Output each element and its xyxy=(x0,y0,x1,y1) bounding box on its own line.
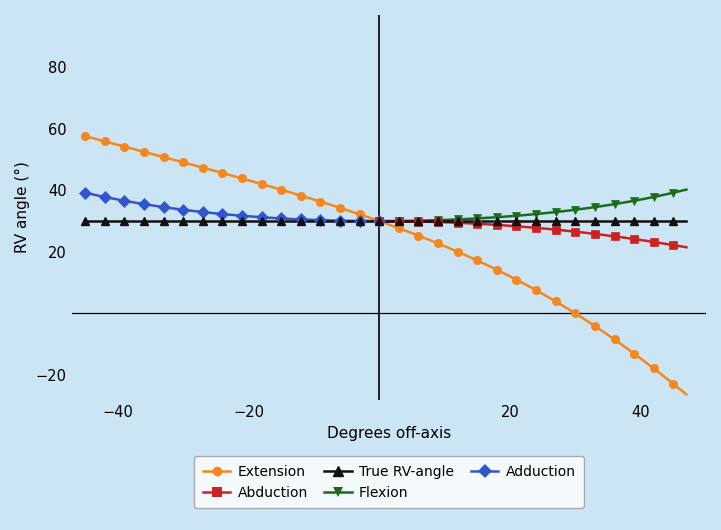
Y-axis label: RV angle (°): RV angle (°) xyxy=(15,161,30,253)
X-axis label: Degrees off-axis: Degrees off-axis xyxy=(327,426,451,440)
Legend: Extension, Abduction, True RV-angle, Flexion, Adduction: Extension, Abduction, True RV-angle, Fle… xyxy=(195,456,584,508)
